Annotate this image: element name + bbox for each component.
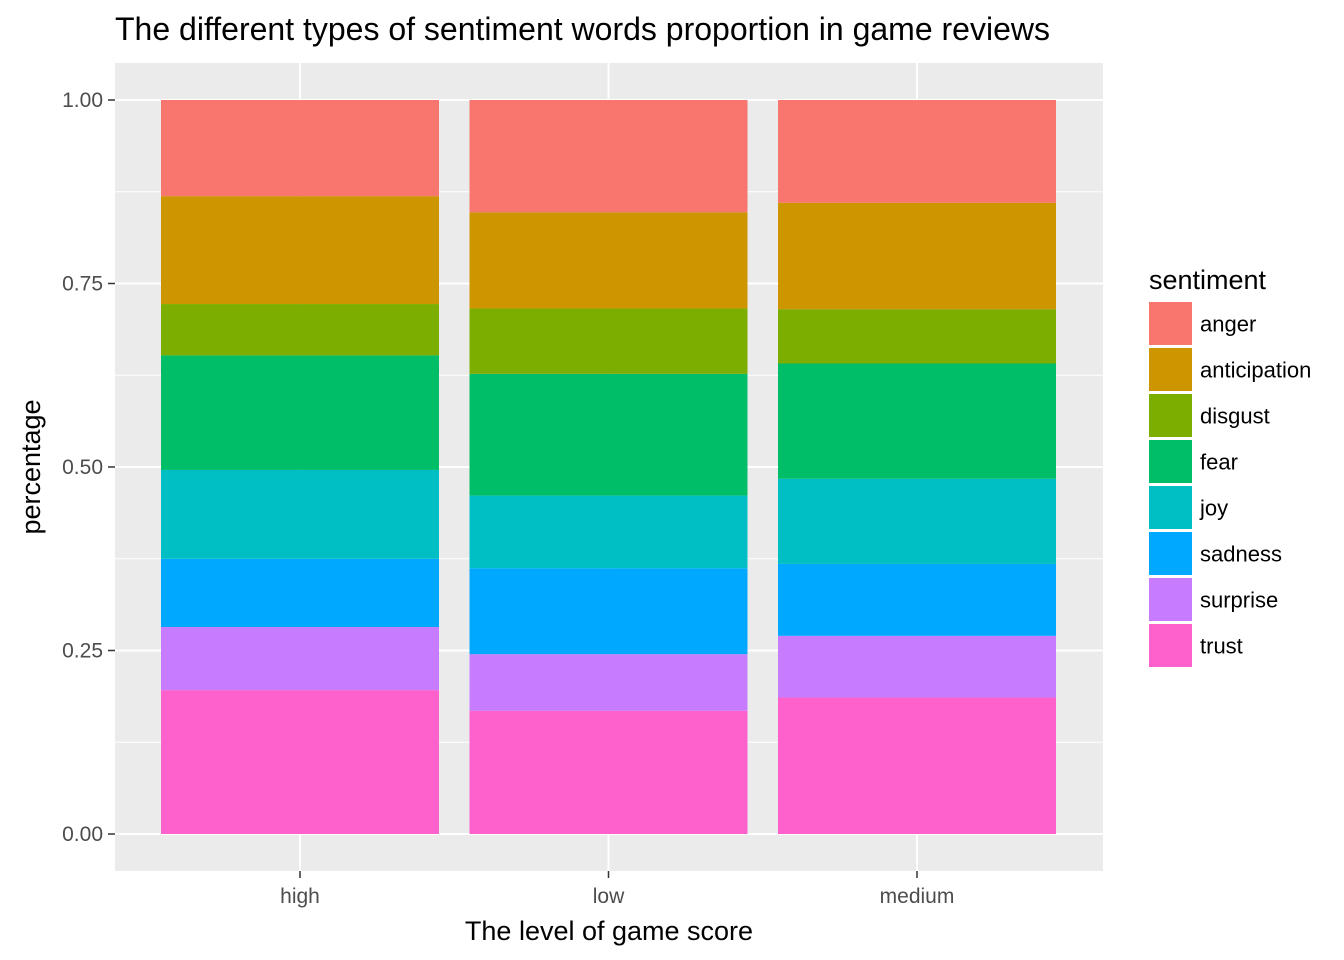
- bar-segment-disgust-high: [161, 304, 439, 356]
- legend-key-fear: [1149, 440, 1192, 483]
- bar-segment-anger-low: [469, 100, 748, 213]
- bar-segment-fear-low: [469, 373, 748, 496]
- bar-segment-joy-medium: [778, 478, 1056, 564]
- bar-segment-sadness-high: [161, 558, 439, 628]
- bar-segment-anger-high: [161, 100, 439, 197]
- x-tick-label: high: [280, 885, 320, 908]
- legend-key-anticipation: [1149, 348, 1192, 391]
- legend-label-trust: trust: [1200, 634, 1243, 659]
- bar-segment-surprise-medium: [778, 635, 1056, 698]
- bar-segment-surprise-low: [469, 654, 748, 711]
- legend-label-anticipation: anticipation: [1200, 358, 1311, 383]
- legend: sentiment anger anticipation disgust fear jo…: [1149, 265, 1311, 667]
- legend-label-surprise: surprise: [1200, 588, 1278, 613]
- chart-title: The different types of sentiment words p…: [115, 11, 1050, 47]
- bar-segment-fear-medium: [778, 363, 1056, 479]
- bar-segment-anticipation-low: [469, 212, 748, 309]
- legend-label-sadness: sadness: [1200, 542, 1282, 567]
- bar-segment-sadness-low: [469, 568, 748, 655]
- bar-segment-surprise-high: [161, 627, 439, 691]
- y-tick-label: 0.75: [62, 273, 103, 296]
- x-axis: high low medium: [280, 871, 954, 908]
- legend-key-surprise: [1149, 578, 1192, 621]
- legend-key-trust: [1149, 624, 1192, 667]
- x-tick-label: low: [593, 885, 625, 908]
- legend-key-joy: [1149, 486, 1192, 529]
- legend-key-anger: [1149, 302, 1192, 345]
- legend-key-disgust: [1149, 394, 1192, 437]
- bar-segment-joy-low: [469, 495, 748, 569]
- legend-title: sentiment: [1149, 265, 1267, 295]
- bar-segment-sadness-medium: [778, 563, 1056, 636]
- bar-segment-joy-high: [161, 469, 439, 559]
- bar-segment-anger-medium: [778, 100, 1056, 203]
- bar-segment-trust-high: [161, 690, 439, 834]
- bar-segment-trust-low: [469, 710, 748, 834]
- bar-segment-disgust-medium: [778, 309, 1056, 364]
- bar-segment-disgust-low: [469, 308, 748, 374]
- legend-items: anger anticipation disgust fear joy sadness su…: [1149, 302, 1311, 667]
- bar-segment-anticipation-medium: [778, 202, 1056, 310]
- y-tick-label: 1.00: [62, 89, 103, 112]
- legend-label-joy: joy: [1199, 496, 1228, 521]
- legend-label-anger: anger: [1200, 312, 1256, 337]
- bar-segment-anticipation-high: [161, 196, 439, 305]
- y-tick-label: 0.50: [62, 456, 103, 479]
- legend-label-disgust: disgust: [1200, 404, 1270, 429]
- y-axis-title: percentage: [16, 399, 46, 534]
- x-axis-title: The level of game score: [465, 916, 753, 946]
- y-axis: 0.00 0.25 0.50 0.75 1.00: [62, 89, 115, 846]
- stacked-bars: [161, 100, 1056, 834]
- legend-label-fear: fear: [1200, 450, 1238, 475]
- y-tick-label: 0.25: [62, 640, 103, 663]
- y-tick-label: 0.00: [62, 823, 103, 846]
- legend-key-sadness: [1149, 532, 1192, 575]
- bar-segment-fear-high: [161, 355, 439, 470]
- x-tick-label: medium: [880, 885, 955, 908]
- bar-segment-trust-medium: [778, 697, 1056, 834]
